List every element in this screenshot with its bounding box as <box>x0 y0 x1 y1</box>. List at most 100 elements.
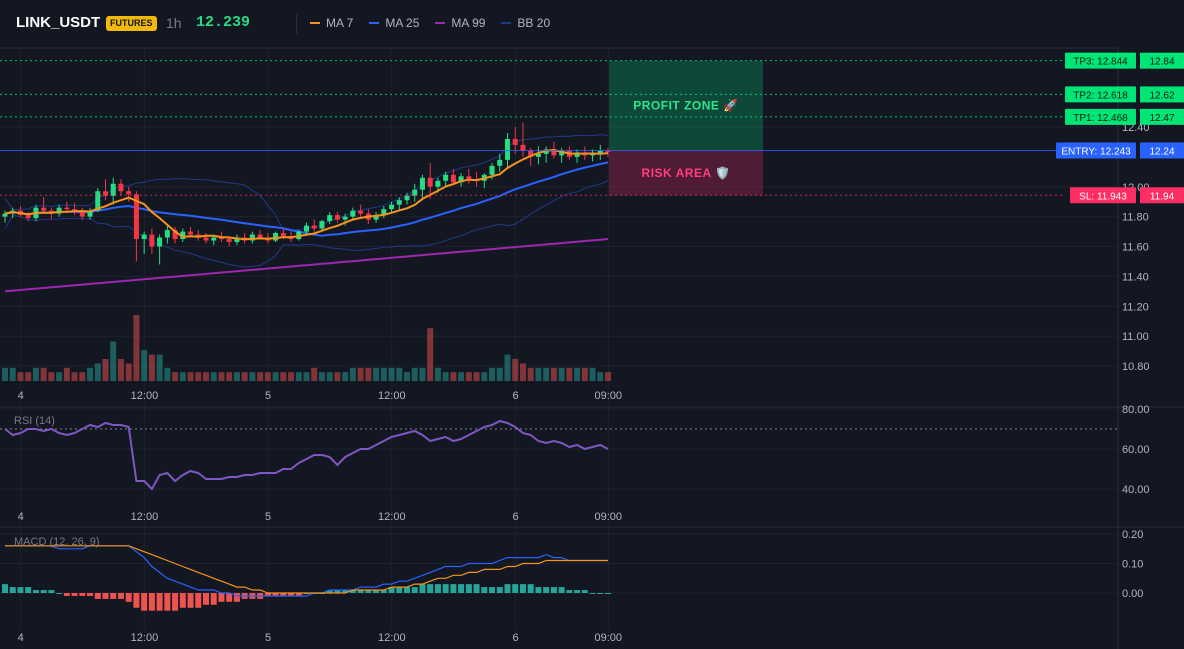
macd-histogram-bar <box>280 593 287 596</box>
header-divider <box>296 14 297 34</box>
macd-histogram-bar <box>79 593 86 596</box>
level-entry-tag <box>1056 142 1136 159</box>
macd-title: MACD (12, 26, 9) <box>14 536 100 548</box>
volume-bar <box>318 372 325 381</box>
volume-bar <box>280 372 287 381</box>
volume-bar <box>489 367 496 381</box>
macd-histogram-bar <box>172 593 179 611</box>
macd-histogram-bar <box>481 587 488 593</box>
main-time-label: 12:00 <box>378 390 406 402</box>
volume-bar <box>450 372 457 381</box>
macd-tick-label: 0.20 <box>1122 529 1143 541</box>
volume-bar <box>550 367 557 381</box>
level-tp3-tag <box>1065 52 1136 69</box>
macd-histogram-bar <box>496 587 503 593</box>
macd-time-label: 09:00 <box>595 632 623 644</box>
rsi-time-label: 12:00 <box>378 511 406 523</box>
price-tick-label: 10.80 <box>1122 361 1150 373</box>
legend-ma7[interactable]: MA 7 <box>310 16 353 30</box>
volume-bar <box>110 341 117 381</box>
level-tp3-axis-label: 12.84 <box>1149 57 1174 68</box>
volume-bar <box>566 367 573 381</box>
legend-ma25[interactable]: MA 25 <box>369 16 419 30</box>
candle-body <box>427 177 433 187</box>
ma25-swatch-icon <box>369 22 380 24</box>
volume-bar <box>63 367 70 381</box>
volume-bar <box>434 367 441 381</box>
legend-ma99[interactable]: MA 99 <box>435 16 485 30</box>
volume-bar <box>133 315 140 381</box>
volume-bar <box>465 372 472 381</box>
candle-body <box>358 210 364 214</box>
volume-bar <box>427 328 434 381</box>
price-tick-label: 11.60 <box>1122 242 1149 254</box>
candle-body <box>458 176 464 183</box>
legend-bb20[interactable]: BB 20 <box>501 16 550 30</box>
volume-bar <box>527 367 534 381</box>
candle-body <box>551 149 557 156</box>
candle-body <box>489 165 495 175</box>
main-time-label: 6 <box>512 390 518 402</box>
macd-histogram-bar <box>543 587 550 593</box>
symbol-name[interactable]: LINK_USDT <box>16 14 101 31</box>
rsi-line <box>4 419 609 491</box>
interval-selector[interactable]: 1h <box>166 15 182 31</box>
macd-histogram-bar <box>574 590 581 593</box>
risk-zone-label: RISK AREA 🛡️ <box>642 166 731 180</box>
rsi-time-label: 12:00 <box>131 511 159 523</box>
rsi-time-label: 4 <box>18 511 24 523</box>
macd-histogram-bar <box>17 587 24 593</box>
candle-body <box>257 234 263 238</box>
profit-zone-label: PROFIT ZONE 🚀 <box>633 99 738 113</box>
volume-bar <box>574 367 581 381</box>
rsi-time-label: 09:00 <box>595 511 623 523</box>
macd-histogram-bar <box>9 587 16 593</box>
candle-body <box>25 215 31 219</box>
macd-histogram-bar <box>48 590 55 593</box>
candle-body <box>520 144 526 151</box>
macd-histogram-bar <box>63 593 70 596</box>
ma7-line <box>4 148 609 241</box>
macd-histogram-bar <box>156 593 163 611</box>
macd-histogram-bar <box>40 590 47 593</box>
volume-bar <box>264 372 271 381</box>
macd-histogram-bar <box>125 593 132 602</box>
candle-body <box>381 209 387 216</box>
candle-body <box>164 230 170 238</box>
volume-bar <box>79 372 86 381</box>
volume-bar <box>558 367 565 381</box>
macd-histogram-bar <box>195 593 202 608</box>
bb-upper-line <box>4 134 609 231</box>
macd-histogram-bar <box>94 593 101 599</box>
level-tp3-axis-tag <box>1140 52 1184 69</box>
volume-bar <box>17 372 24 381</box>
volume-bar <box>326 372 333 381</box>
candle-body <box>118 183 124 192</box>
macd-histogram-bar <box>226 593 233 602</box>
macd-histogram-bar <box>373 590 380 593</box>
volume-bar <box>458 372 465 381</box>
candle-body <box>226 239 232 243</box>
candle-body <box>87 210 93 217</box>
candle-body <box>203 237 209 241</box>
macd-signal-line <box>5 545 608 594</box>
volume-bar <box>9 367 16 381</box>
macd-histogram-bar <box>357 590 364 593</box>
macd-histogram-bar <box>117 593 124 599</box>
candle-body <box>412 189 418 196</box>
level-sl-tag <box>1070 187 1136 204</box>
volume-bar <box>597 372 604 381</box>
level-tp1-tag <box>1065 108 1136 125</box>
volume-bar <box>380 367 387 381</box>
volume-bar <box>218 372 225 381</box>
volume-bar <box>272 372 279 381</box>
price-tick-label: 11.40 <box>1122 271 1149 283</box>
volume-bar <box>504 354 511 381</box>
candle-body <box>234 237 240 243</box>
volume-bar <box>172 372 179 381</box>
candle-body <box>505 138 510 160</box>
volume-bar <box>535 367 542 381</box>
volume-bar <box>342 372 349 381</box>
volume-bar <box>404 372 410 381</box>
